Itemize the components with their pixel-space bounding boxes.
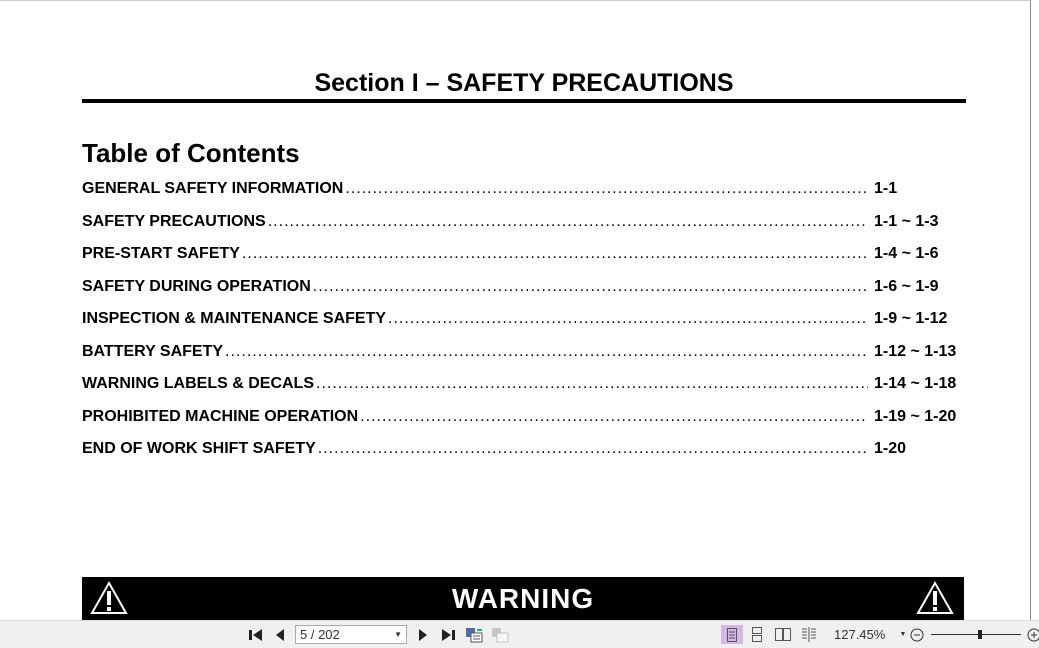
- next-page-button[interactable]: [416, 626, 430, 643]
- continuous-page-icon: [752, 627, 762, 642]
- next-view-icon: [492, 627, 509, 642]
- toc-entry[interactable]: PROHIBITED MACHINE OPERATION 1-19 ~ 1-20: [82, 408, 962, 428]
- toc-entry[interactable]: GENERAL SAFETY INFORMATION 1-1: [82, 180, 962, 200]
- toc-entry-page: 1-12 ~ 1-13: [874, 342, 957, 360]
- toc-entry-label: PROHIBITED MACHINE OPERATION: [82, 407, 359, 425]
- toc-entry-page: 1-1: [874, 180, 898, 197]
- toc-entry-page: 1-4 ~ 1-6: [874, 245, 939, 262]
- facing-pages-icon: [775, 628, 791, 641]
- toc-entry-label: WARNING LABELS & DECALS: [82, 375, 314, 392]
- zoom-out-icon: [910, 628, 924, 641]
- next-view-button[interactable]: [491, 626, 509, 643]
- toc-entry-page: 1-9 ~ 1-12: [874, 310, 948, 327]
- toc-entry-page: 1-14 ~ 1-18: [874, 375, 957, 392]
- zoom-out-button[interactable]: [910, 626, 924, 643]
- warning-triangle-icon: [90, 581, 128, 614]
- toc-entry-page: 1-20: [874, 440, 907, 457]
- single-page-view-button[interactable]: [721, 625, 743, 644]
- toc-leader-dots: [313, 278, 868, 296]
- toc-entry-label: INSPECTION & MAINTENANCE SAFETY: [82, 310, 387, 327]
- toc-entry-page: 1-1 ~ 1-3: [874, 212, 939, 230]
- next-page-icon: [419, 628, 427, 641]
- toc-heading: Table of Contents: [82, 138, 300, 168]
- chevron-down-icon[interactable]: ▼: [394, 630, 402, 639]
- toc-leader-dots: [318, 440, 868, 458]
- toc-entry-page: 1-6 ~ 1-9: [874, 277, 939, 295]
- page-indicator: 5 / 202: [300, 627, 340, 642]
- last-page-button[interactable]: [440, 626, 456, 643]
- toc-entry-label: GENERAL SAFETY INFORMATION: [82, 180, 344, 197]
- toc-leader-dots: [268, 213, 868, 231]
- pdf-toolbar: 5 / 202 ▼ 127.45% ▼: [0, 620, 1039, 648]
- toc-entry[interactable]: WARNING LABELS & DECALS 1-14 ~ 1-18: [82, 375, 962, 395]
- zoom-level[interactable]: 127.45%: [834, 627, 886, 642]
- toc-leader-dots: [388, 310, 868, 328]
- toc-entry[interactable]: SAFETY DURING OPERATION 1-6 ~ 1-9: [82, 278, 962, 298]
- toc-entry[interactable]: SAFETY PRECAUTIONS 1-1 ~ 1-3: [82, 213, 962, 233]
- toc-entry-page: 1-19 ~ 1-20: [874, 407, 957, 425]
- zoom-in-button[interactable]: [1027, 626, 1039, 643]
- previous-view-button[interactable]: [465, 626, 483, 643]
- toc-entry[interactable]: END OF WORK SHIFT SAFETY 1-20: [82, 440, 962, 460]
- toc-entry[interactable]: BATTERY SAFETY 1-12 ~ 1-13: [82, 343, 962, 363]
- document-page: Section I – SAFETY PRECAUTIONS Table of …: [0, 0, 1031, 621]
- toc-leader-dots: [225, 343, 868, 361]
- toc-leader-dots: [345, 180, 868, 198]
- toc-entry[interactable]: INSPECTION & MAINTENANCE SAFETY 1-9 ~ 1-1…: [82, 310, 962, 330]
- section-title: Section I – SAFETY PRECAUTIONS: [314, 69, 734, 97]
- single-page-icon: [727, 627, 737, 642]
- facing-view-button[interactable]: [773, 626, 793, 643]
- zoom-dropdown-icon[interactable]: ▼: [899, 631, 907, 638]
- first-page-button[interactable]: [248, 626, 264, 643]
- previous-page-icon: [276, 628, 284, 641]
- previous-view-icon: [466, 627, 483, 642]
- title-rule: [82, 99, 966, 103]
- warning-banner: WARNING: [82, 577, 964, 621]
- toc-leader-dots: [360, 408, 868, 426]
- page-number-field[interactable]: 5 / 202 ▼: [295, 625, 407, 644]
- toc-entry-label: SAFETY DURING OPERATION: [82, 277, 311, 295]
- continuous-facing-view-button[interactable]: [799, 626, 819, 643]
- warning-label: WARNING: [451, 583, 595, 614]
- zoom-slider[interactable]: [931, 634, 1021, 635]
- toc-entry-label: BATTERY SAFETY: [82, 342, 224, 360]
- continuous-facing-icon: [802, 627, 816, 642]
- previous-page-button[interactable]: [273, 626, 287, 643]
- warning-triangle-icon: [916, 581, 954, 614]
- toc-leader-dots: [316, 375, 868, 393]
- continuous-view-button[interactable]: [748, 626, 766, 643]
- first-page-icon: [249, 628, 262, 641]
- toc-entry[interactable]: PRE-START SAFETY 1-4 ~ 1-6: [82, 245, 962, 265]
- toc-entry-label: PRE-START SAFETY: [82, 245, 240, 262]
- toc-entry-label: SAFETY PRECAUTIONS: [82, 212, 266, 230]
- zoom-slider-thumb[interactable]: [978, 630, 982, 639]
- zoom-in-icon: [1027, 628, 1039, 641]
- last-page-icon: [442, 628, 455, 641]
- toc-entry-label: END OF WORK SHIFT SAFETY: [82, 440, 316, 457]
- toc-leader-dots: [242, 245, 868, 263]
